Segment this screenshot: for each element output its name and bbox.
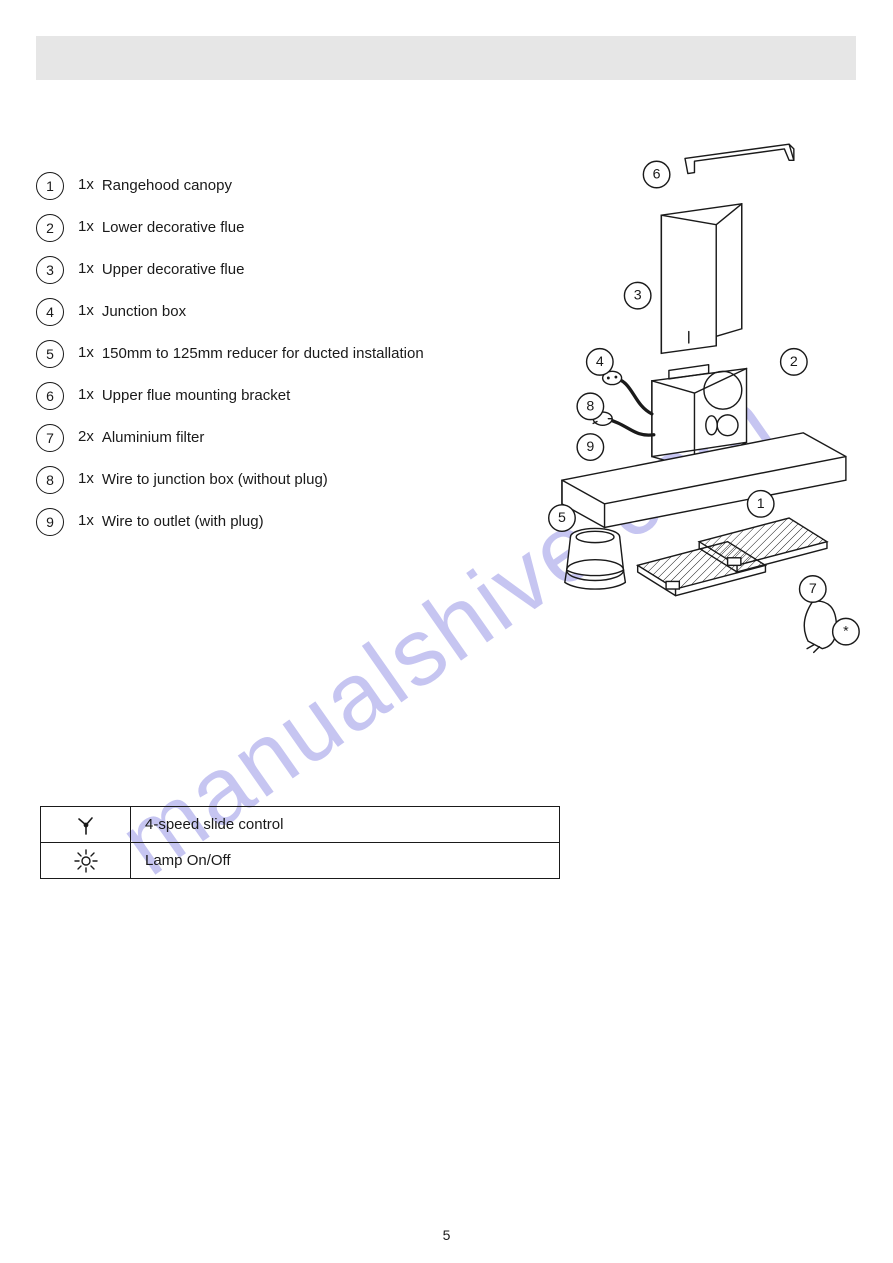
part-desc: Aluminium filter: [102, 428, 205, 448]
part-qty: 1x: [78, 302, 94, 322]
diagram-label-text: 7: [809, 581, 817, 597]
part-row: 7 2x Aluminium filter: [36, 424, 466, 452]
page: manualshive.com 1 1xRangehood canopy 2 1…: [0, 0, 893, 1263]
part-id-circle: 8: [36, 466, 64, 494]
part-desc: 150mm to 125mm reducer for ducted instal…: [102, 344, 424, 364]
part-id-circle: 3: [36, 256, 64, 284]
diagram-label-text: 9: [586, 439, 594, 455]
table-row: 4-speed slide control: [41, 807, 560, 843]
lamp-icon: [73, 848, 99, 874]
part-id-circle: 9: [36, 508, 64, 536]
part-desc: Upper decorative flue: [102, 260, 245, 280]
part-row: 2 1x Lower decorative flue: [36, 214, 466, 242]
diagram-label-text: 5: [558, 510, 566, 526]
part-qty: 1x: [78, 176, 94, 196]
exploded-diagram: * 1 2 3 4 5 6 7 8 9: [500, 130, 870, 660]
part-row: 8 1x Wire to junction box (without plug): [36, 466, 466, 494]
diagram-label-text: 2: [790, 354, 798, 370]
part-qty: 1x: [78, 260, 94, 280]
part-row: 5 1x 150mm to 125mm reducer for ducted in…: [36, 340, 466, 368]
part-desc: Wire to outlet (with plug): [102, 512, 264, 532]
part-id-circle: 6: [36, 382, 64, 410]
part-row: 4 1x Junction box: [36, 298, 466, 326]
table-row: Lamp On/Off: [41, 843, 560, 879]
part-id-circle: 1: [36, 172, 64, 200]
part-id-circle: 4: [36, 298, 64, 326]
part-desc: Wire to junction box (without plug): [102, 470, 328, 490]
page-number: 5: [0, 1227, 893, 1243]
part-desc: Junction box: [102, 302, 186, 322]
controls-table: 4-speed slide control: [40, 806, 560, 879]
bracket-icon: [685, 144, 794, 173]
part-qty: 1x: [78, 512, 94, 532]
part-qty: 1x: [78, 344, 94, 364]
diagram-label-text: 1: [757, 496, 765, 512]
part-id-circle: 7: [36, 424, 64, 452]
header-grey-bar: [36, 36, 856, 80]
diagram-label-text: 4: [596, 354, 604, 370]
part-id-circle: 2: [36, 214, 64, 242]
control-text: 4-speed slide control: [131, 807, 560, 843]
part-qty: 2x: [78, 428, 94, 448]
lamp-icon-cell: [41, 843, 131, 879]
bulb-label: *: [843, 624, 849, 640]
part-qty: 1x: [78, 218, 94, 238]
parts-list: 1 1x Rangehood canopy 2 1x Lower decorativ…: [36, 172, 466, 550]
fan-icon: [74, 813, 98, 837]
upper-flue-icon: [661, 204, 741, 354]
diagram-label-text: 3: [634, 288, 642, 304]
fan-icon-cell: [41, 807, 131, 843]
part-qty: 1x: [78, 386, 94, 406]
lightbulb-icon: [804, 601, 836, 652]
part-desc: Rangehood canopy: [102, 176, 232, 196]
diagram-label-text: 6: [653, 166, 661, 182]
part-row: 3 1x Upper decorative flue: [36, 256, 466, 284]
part-qty: 1x: [78, 470, 94, 490]
part-row: 9 1x Wire to outlet (with plug): [36, 508, 466, 536]
part-desc: Upper flue mounting bracket: [102, 386, 290, 406]
filter-icon: [638, 518, 827, 596]
part-row: 6 1x Upper flue mounting bracket: [36, 382, 466, 410]
part-desc: Lower decorative flue: [102, 218, 245, 238]
control-text: Lamp On/Off: [131, 843, 560, 879]
part-id-circle: 5: [36, 340, 64, 368]
reducer-icon: [565, 528, 626, 589]
part-row: 1 1x Rangehood canopy: [36, 172, 466, 200]
diagram-label-text: 8: [586, 398, 594, 414]
